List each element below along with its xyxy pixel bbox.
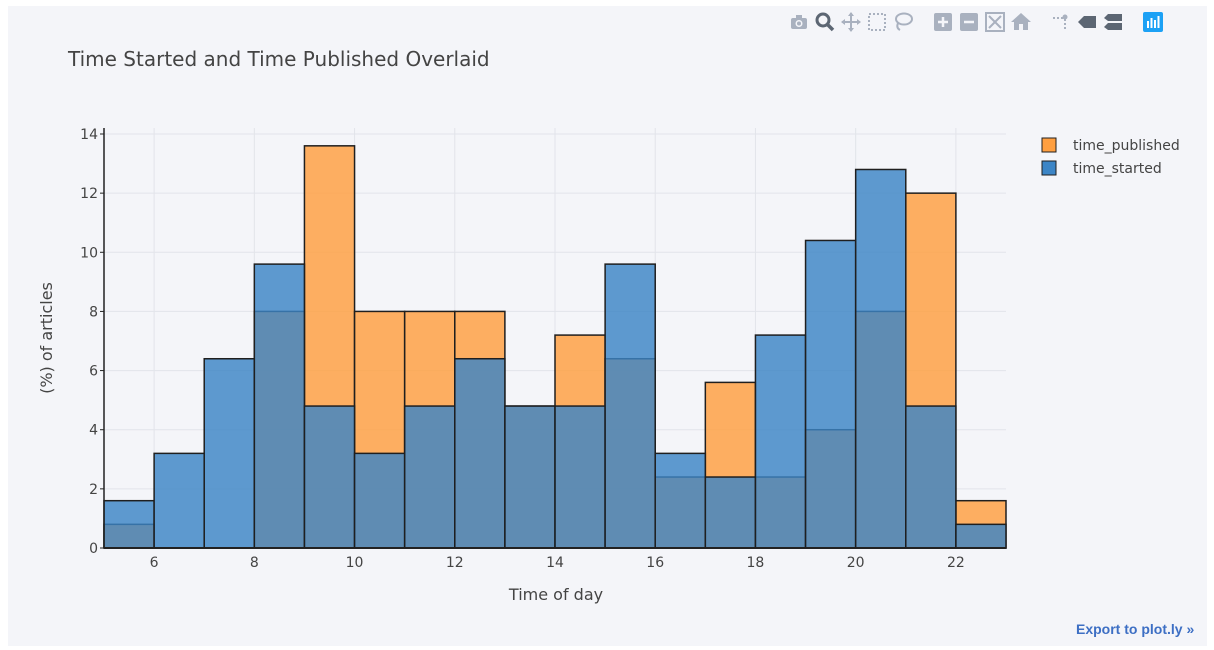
- y-tick-label: 8: [89, 304, 98, 320]
- zoom-in-icon[interactable]: [932, 11, 954, 33]
- camera-icon[interactable]: [788, 11, 810, 33]
- bar-time-started[interactable]: [604, 263, 656, 549]
- bar-time-started[interactable]: [203, 357, 256, 549]
- y-tick-label: 4: [89, 423, 98, 439]
- y-tick-label: 0: [89, 541, 98, 557]
- hover-compare-icon[interactable]: [1102, 11, 1124, 33]
- bar-time-started[interactable]: [754, 334, 807, 549]
- x-tick-label: 16: [646, 555, 664, 571]
- autoscale-icon[interactable]: [984, 11, 1006, 33]
- legend[interactable]: time_published time_started: [1041, 137, 1180, 177]
- y-tick-label: 14: [80, 127, 98, 143]
- plotly-logo-icon[interactable]: [1142, 11, 1164, 33]
- legend-label[interactable]: time_published: [1073, 138, 1180, 154]
- x-tick-label: 14: [546, 555, 564, 571]
- bar-time-started[interactable]: [504, 405, 556, 549]
- y-tick-label: 12: [80, 186, 98, 202]
- bar-time-started[interactable]: [403, 405, 456, 549]
- x-tick-label: 10: [346, 555, 364, 571]
- x-tick-label: 22: [947, 555, 965, 571]
- bar-time-started[interactable]: [153, 452, 205, 549]
- bar-time-started[interactable]: [955, 523, 1007, 549]
- zoom-out-icon[interactable]: [958, 11, 980, 33]
- x-tick-label: 20: [847, 555, 865, 571]
- bar-time-started[interactable]: [854, 168, 907, 549]
- bar-time-started[interactable]: [554, 405, 606, 549]
- y-tick-label: 2: [89, 482, 98, 498]
- chart-title: Time Started and Time Published Overlaid: [67, 47, 490, 71]
- x-tick-label: 12: [446, 555, 464, 571]
- bar-time-started[interactable]: [253, 263, 306, 549]
- reset-axes-icon[interactable]: [1010, 11, 1032, 33]
- x-axis-label: Time of day: [508, 585, 603, 604]
- legend-swatch[interactable]: [1041, 137, 1057, 153]
- y-tick-label: 10: [80, 245, 98, 261]
- y-axis-label: (%) of articles: [37, 282, 56, 394]
- box-select-icon[interactable]: [866, 11, 888, 33]
- axes: 6 8 10 12 14 16 18 20 22 0 2 4 6 8 10 12 14: [80, 127, 1006, 571]
- zoom-icon[interactable]: [814, 11, 836, 33]
- bar-time-started[interactable]: [303, 405, 356, 549]
- y-tick-label: 6: [89, 364, 98, 380]
- modebar: [788, 10, 1168, 34]
- bars: [103, 145, 1007, 549]
- pan-icon[interactable]: [840, 11, 862, 33]
- bar-time-started[interactable]: [654, 452, 707, 549]
- bar-time-started[interactable]: [454, 357, 506, 549]
- bar-time-started[interactable]: [103, 499, 155, 549]
- export-to-plotly-link[interactable]: Export to plot.ly »: [1076, 621, 1195, 637]
- x-tick-label: 8: [250, 555, 259, 571]
- x-tick-label: 6: [150, 555, 159, 571]
- bar-time-started[interactable]: [704, 476, 757, 549]
- bar-time-started[interactable]: [905, 405, 957, 549]
- bar-time-started[interactable]: [353, 452, 406, 549]
- legend-swatch[interactable]: [1041, 160, 1057, 176]
- hover-closest-icon[interactable]: [1076, 11, 1098, 33]
- spike-lines-icon[interactable]: [1050, 11, 1072, 33]
- lasso-select-icon[interactable]: [892, 11, 914, 33]
- bar-time-started[interactable]: [804, 239, 857, 549]
- x-tick-label: 18: [747, 555, 765, 571]
- legend-label[interactable]: time_started: [1073, 161, 1162, 177]
